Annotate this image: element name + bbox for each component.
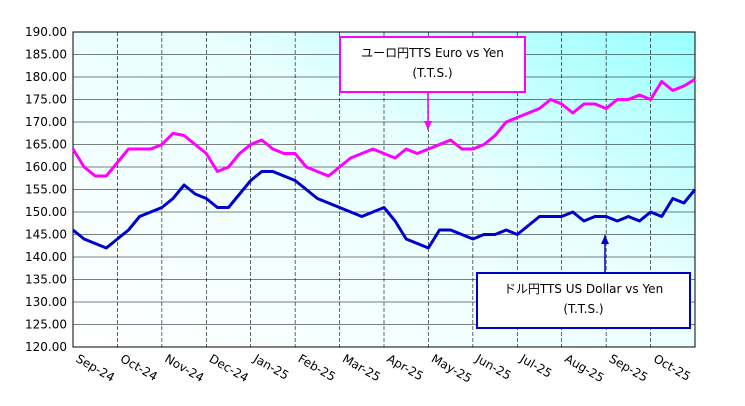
- y-tick-label: 135.00: [25, 273, 67, 287]
- annotation-text: ドル円TTS US Dollar vs Yen: [504, 282, 663, 296]
- x-tick-label: Jun-25: [472, 351, 513, 383]
- y-tick-label: 130.00: [25, 295, 67, 309]
- x-tick-label: Nov-24: [162, 351, 206, 384]
- x-tick-label: Aug-25: [562, 351, 606, 385]
- series-line: [72, 170, 697, 250]
- annotation-note: (T.T.S.): [412, 66, 452, 80]
- y-tick-label: 150.00: [25, 205, 67, 219]
- annotation-box: [339, 36, 526, 93]
- y-tick-label: 175.00: [25, 93, 67, 107]
- arrow-head: [424, 121, 432, 130]
- annotation-text: ユーロ円TTS Euro vs Yen: [361, 46, 504, 60]
- annotation-box: [476, 272, 691, 329]
- x-tick-label: Jul-25: [517, 351, 554, 381]
- x-tick-label: Sep-25: [607, 351, 651, 384]
- x-tick-label: May-25: [429, 351, 474, 385]
- x-tick-label: Jan-25: [250, 351, 291, 383]
- y-tick-label: 160.00: [25, 160, 67, 174]
- x-tick-label: Oct-25: [651, 351, 693, 383]
- x-tick-label: Sep-24: [74, 351, 118, 384]
- y-tick-label: 140.00: [25, 250, 67, 264]
- y-tick-label: 170.00: [25, 115, 67, 129]
- x-tick-label: Feb-25: [296, 351, 338, 384]
- y-tick-label: 120.00: [25, 340, 67, 354]
- x-tick-label: Dec-24: [207, 351, 251, 385]
- arrow-head: [601, 235, 609, 244]
- y-tick-label: 185.00: [25, 48, 67, 62]
- y-tick-label: 180.00: [25, 70, 67, 84]
- annotation-note: (T.T.S.): [563, 302, 603, 316]
- y-tick-label: 125.00: [25, 318, 67, 332]
- series-line: [71, 78, 696, 178]
- x-tick-label: Oct-24: [118, 351, 160, 383]
- y-tick-label: 190.00: [25, 25, 67, 39]
- x-tick-label: Apr-25: [385, 351, 426, 383]
- y-tick-label: 165.00: [25, 138, 67, 152]
- y-tick-label: 155.00: [25, 183, 67, 197]
- y-tick-label: 145.00: [25, 228, 67, 242]
- x-tick-label: Mar-25: [340, 351, 383, 384]
